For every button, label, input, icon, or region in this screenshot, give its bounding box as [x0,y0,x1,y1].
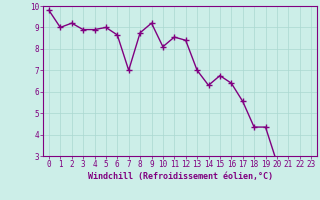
X-axis label: Windchill (Refroidissement éolien,°C): Windchill (Refroidissement éolien,°C) [87,172,273,181]
